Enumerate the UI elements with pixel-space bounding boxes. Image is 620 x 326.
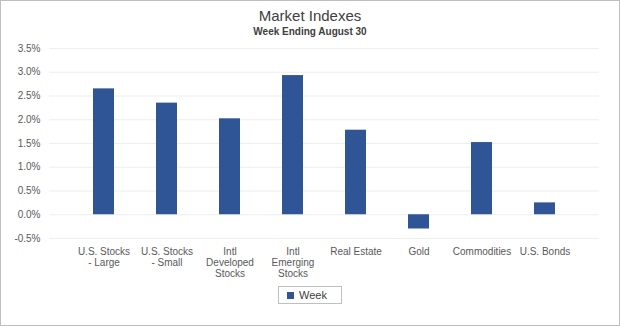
svg-text:0.5%: 0.5% [18,185,41,196]
svg-text:1.5%: 1.5% [18,138,41,149]
svg-text:Gold: Gold [408,246,429,257]
svg-text:IntlDevelopedStocks: IntlDevelopedStocks [206,246,254,279]
svg-text:Real Estate: Real Estate [330,246,382,257]
svg-text:U.S. Stocks- Small: U.S. Stocks- Small [141,246,193,268]
html-text:Week: Week [299,289,327,301]
svg-text:U.S. Bonds: U.S. Bonds [520,246,571,257]
svg-text:1.0%: 1.0% [18,161,41,172]
svg-text:U.S. Stocks- Large: U.S. Stocks- Large [78,246,130,268]
svg-text:2.0%: 2.0% [18,114,41,125]
html-text:Market Indexes: Market Indexes [258,7,362,24]
svg-text:IntlEmergingStocks: IntlEmergingStocks [272,246,315,279]
svg-text:Commodities: Commodities [453,246,511,257]
svg-text:3.0%: 3.0% [18,66,41,77]
svg-text:3.5%: 3.5% [18,43,41,54]
svg-text:0.0%: 0.0% [18,209,41,220]
svg-text:-0.5%: -0.5% [14,233,40,244]
svg-text:2.5%: 2.5% [18,90,41,101]
html-text:Week Ending August 30: Week Ending August 30 [253,26,367,37]
